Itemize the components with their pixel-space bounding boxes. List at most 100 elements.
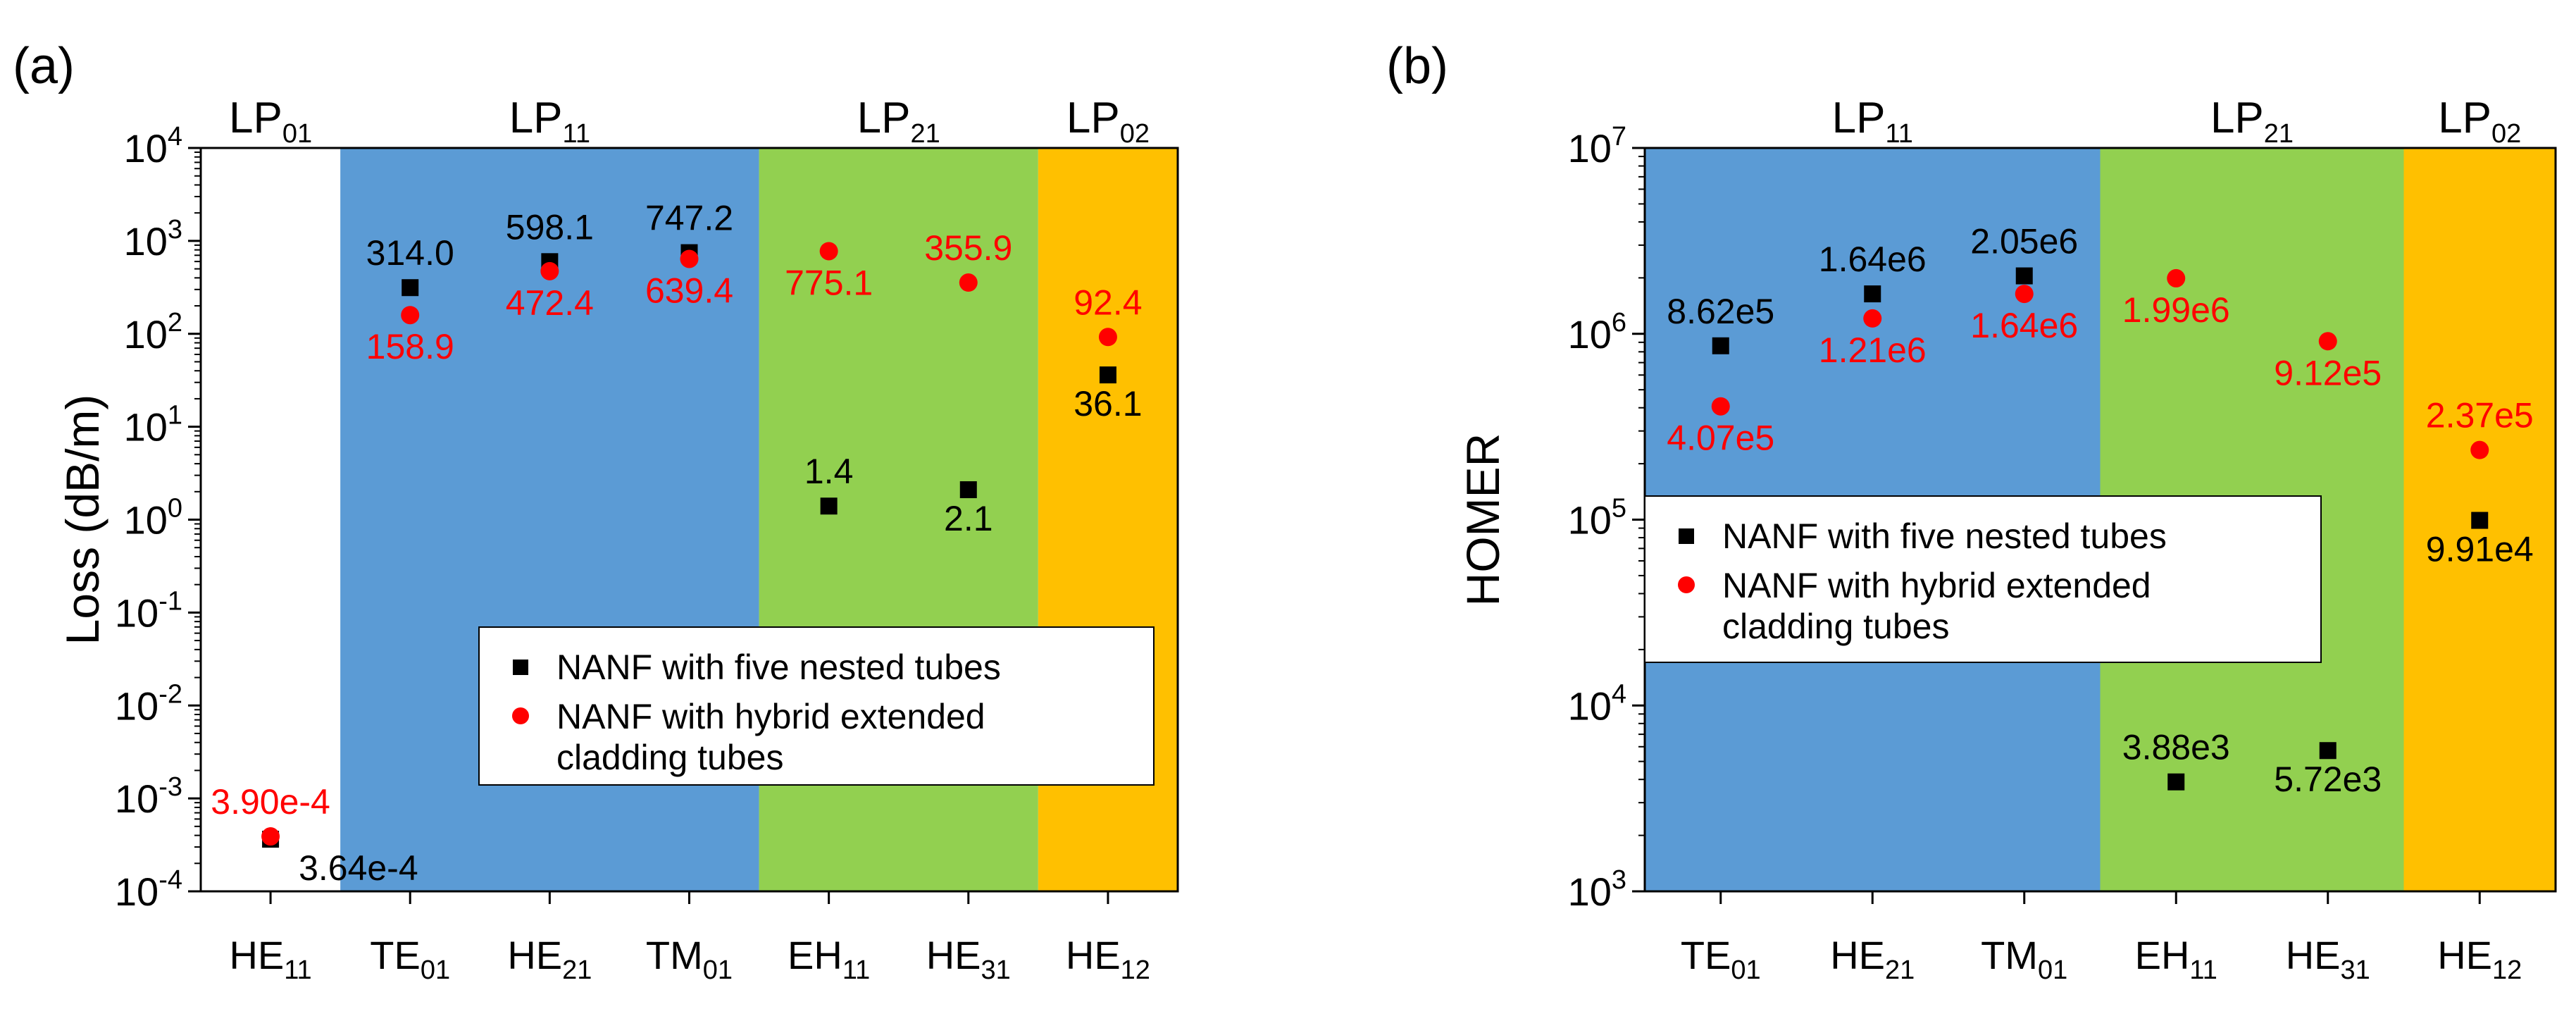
y-tick-label: 10-4: [115, 865, 182, 914]
y-tick-label: 104: [124, 122, 182, 171]
series2-point: [1711, 397, 1730, 416]
band-label-lp02: LP02: [2438, 94, 2521, 149]
series1-data-label: 598.1: [506, 207, 594, 247]
y-tick-label: 10-3: [115, 772, 182, 821]
series1-point: [959, 481, 977, 499]
series1-point: [2471, 512, 2489, 529]
series2-data-label: 92.4: [1074, 283, 1142, 322]
x-tick-label-he21: HE21: [1830, 933, 1915, 985]
series2-point: [680, 249, 699, 268]
series1-data-label: 1.4: [804, 452, 854, 491]
series1-data-label: 2.1: [944, 499, 993, 538]
legend-series2-marker: [512, 707, 529, 724]
legend-series1-label: NANF with five nested tubes: [556, 648, 1001, 687]
legend-series2-label-line2: cladding tubes: [556, 738, 783, 777]
band-label-lp02: LP02: [1066, 94, 1150, 149]
series1-data-label: 1.64e6: [1819, 240, 1927, 279]
series1-point: [1864, 285, 1881, 303]
series2-data-label: 9.12e5: [2274, 353, 2382, 392]
series1-data-label: 5.72e3: [2274, 760, 2382, 799]
panel-b: LP11 LP21 LP02 107 106 105 104 103 TE01 HE21 TM01 E…: [1386, 38, 2557, 985]
x-tick-label-te01: TE01: [370, 933, 450, 985]
series2-data-label: 472.4: [506, 283, 594, 323]
x-tick-label-he12: HE12: [2437, 933, 2522, 985]
legend-box: [1644, 495, 2322, 663]
band-label-lp01: LP01: [229, 94, 312, 149]
series2-point: [2167, 268, 2186, 287]
x-tick-label-te01: TE01: [1681, 933, 1761, 985]
series1-data-label: 3.88e3: [2122, 728, 2230, 767]
panel-label: (a): [13, 38, 75, 94]
y-tick-label: 104: [1568, 679, 1626, 728]
band-label-lp11: LP11: [509, 94, 590, 149]
series2-point: [2470, 440, 2489, 459]
x-tick-label-tm01: TM01: [646, 933, 733, 985]
legend: NANF with five nested tubes NANF with hyb…: [478, 626, 1155, 786]
y-tick-label: 10-1: [115, 586, 182, 635]
y-axis-label: HOMER: [1457, 433, 1509, 607]
legend-series2-label-line2: cladding tubes: [1722, 607, 1949, 646]
y-tick-label: 101: [124, 401, 182, 450]
y-tick-label: 107: [1568, 122, 1626, 171]
legend-box: [478, 626, 1155, 786]
series1-point: [1099, 366, 1116, 384]
series2-point: [2015, 285, 2034, 304]
series2-data-label: 2.37e5: [2426, 396, 2534, 435]
series1-point: [2319, 742, 2337, 760]
x-tick-label-he31: HE31: [2286, 933, 2370, 985]
series2-data-label: 1.64e6: [1970, 306, 2078, 345]
series1-data-label: 3.64e-4: [299, 848, 418, 888]
y-tick-label: 103: [124, 215, 182, 264]
legend-series1-label: NANF with five nested tubes: [1722, 516, 2167, 556]
series1-data-label: 314.0: [366, 233, 454, 273]
panel-label: (b): [1386, 38, 1448, 94]
series2-data-label: 3.90e-4: [211, 782, 330, 822]
y-axis-label: Loss (dB/m): [56, 395, 108, 645]
x-tick-label-he31: HE31: [926, 933, 1011, 985]
series2-data-label: 158.9: [366, 327, 454, 366]
series1-point: [2167, 773, 2185, 791]
x-tick-label-eh11: EH11: [788, 933, 870, 985]
series2-point: [401, 306, 420, 325]
x-tick-label-he11: HE11: [229, 933, 311, 985]
band-label-lp21: LP21: [2210, 94, 2294, 149]
series2-point: [261, 827, 280, 846]
x-tick-label-eh11: EH11: [2135, 933, 2217, 985]
series1-data-label: 9.91e4: [2426, 530, 2534, 569]
y-tick-label: 102: [124, 308, 182, 357]
legend-series2-marker: [1678, 576, 1695, 593]
legend: NANF with five nested tubes NANF with hyb…: [1644, 495, 2322, 663]
legend-series2-label-line1: NANF with hybrid extended: [1722, 566, 2151, 605]
series2-point: [540, 261, 559, 280]
band-label-lp11: LP11: [1832, 94, 1913, 149]
series2-data-label: 355.9: [924, 228, 1012, 268]
y-tick-label: 106: [1568, 308, 1626, 357]
legend-series1-marker: [513, 660, 528, 675]
x-tick-label-he12: HE12: [1066, 933, 1150, 985]
series1-point: [2015, 267, 2033, 285]
series2-point: [819, 242, 838, 261]
x-tick-label-tm01: TM01: [1981, 933, 2067, 985]
band-label-lp21: LP21: [857, 94, 940, 149]
series2-point: [1863, 309, 1882, 328]
series1-data-label: 2.05e6: [1970, 222, 2078, 261]
x-tick-label-he21: HE21: [507, 933, 592, 985]
series2-data-label: 639.4: [645, 271, 733, 310]
y-tick-label: 100: [124, 494, 182, 543]
series1-data-label: 747.2: [645, 199, 733, 238]
series2-point: [2318, 332, 2337, 351]
series1-data-label: 8.62e5: [1667, 292, 1774, 331]
series2-data-label: 1.99e6: [2122, 290, 2230, 330]
series1-data-label: 36.1: [1074, 384, 1142, 423]
series1-point: [1712, 337, 1729, 354]
series2-point: [959, 273, 978, 292]
y-tick-label: 10-2: [115, 679, 182, 728]
series2-data-label: 775.1: [785, 263, 873, 302]
y-tick-label: 105: [1568, 494, 1626, 543]
legend-series1-marker: [1679, 528, 1694, 544]
series2-data-label: 4.07e5: [1667, 419, 1774, 458]
y-tick-label: 103: [1568, 865, 1626, 914]
series1-point: [402, 279, 419, 297]
legend-series2-label-line1: NANF with hybrid extended: [556, 697, 985, 736]
